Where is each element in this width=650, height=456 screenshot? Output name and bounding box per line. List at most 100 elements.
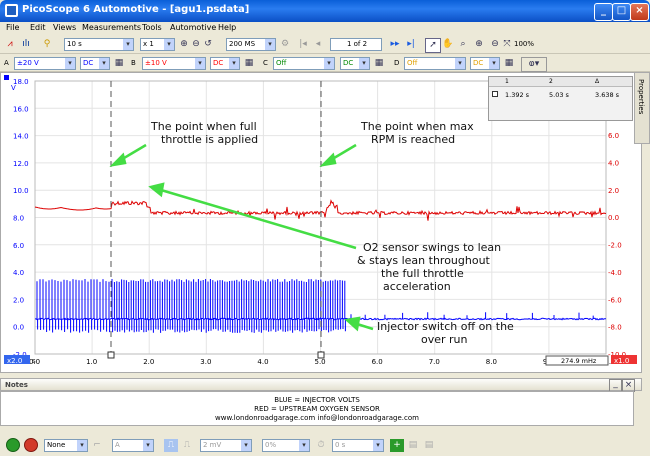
- properties-tab-label: Properties: [637, 79, 645, 115]
- annotation-injector-1: Injector switch off on the: [377, 320, 514, 333]
- menu-edit[interactable]: Edit: [30, 23, 46, 32]
- rulers-header-1: 1: [505, 78, 509, 85]
- channel-a-range[interactable]: ±20 V: [14, 57, 76, 70]
- channel-c-options-icon[interactable]: ▦: [374, 58, 384, 68]
- right-scale-text: x1.0: [614, 357, 629, 365]
- rulers-header-2: 2: [549, 78, 553, 85]
- channel-d-options-icon[interactable]: ▦: [504, 58, 514, 68]
- add-measurement-icon[interactable]: +: [390, 439, 404, 452]
- channel-a-coupling[interactable]: DC: [80, 57, 110, 70]
- resolution-icon[interactable]: ⚙: [280, 39, 290, 49]
- next-buffer-icon[interactable]: ▸▸: [390, 39, 400, 49]
- ruler-delta-value: 3.638 s: [595, 91, 620, 99]
- falling-edge-icon[interactable]: ⎍: [183, 440, 191, 450]
- right-tick-label: 0.0: [608, 214, 619, 222]
- buffer-field[interactable]: 1 of 2: [330, 38, 382, 51]
- last-buffer-icon[interactable]: ▸|: [407, 39, 415, 49]
- menu-file[interactable]: File: [6, 23, 20, 32]
- channel-b-range[interactable]: ±10 V: [142, 57, 206, 70]
- zoom-out-icon[interactable]: ⊖: [491, 39, 499, 49]
- start-icon[interactable]: [6, 438, 20, 452]
- channel-toolbar: A ±20 V DC ▦ B ±10 V DC ▦ C Off DC ▦ D O…: [0, 55, 650, 72]
- samples-select[interactable]: 200 MS: [226, 38, 276, 51]
- left-tick-label: 6.0: [13, 242, 24, 250]
- rising-edge-icon[interactable]: ⎍: [164, 439, 178, 452]
- left-tick-label: 4.0: [13, 269, 24, 277]
- first-buffer-icon[interactable]: |◂: [299, 39, 307, 49]
- delay-icon[interactable]: ⏱: [317, 440, 325, 450]
- zoom-in-time-icon[interactable]: ⊕: [180, 39, 188, 49]
- x-tick-label: 3.0: [200, 358, 211, 366]
- close-button[interactable]: ×: [630, 3, 649, 21]
- minimize-button[interactable]: _: [594, 3, 613, 21]
- annotation-max-rpm-2: RPM is reached: [371, 133, 455, 146]
- window-title: PicoScope 6 Automotive - [agu1.psdata]: [22, 4, 250, 15]
- properties-tab[interactable]: Properties: [634, 72, 650, 144]
- math-channels-icon[interactable]: ⱷ▾: [521, 57, 547, 72]
- prev-buffer-icon[interactable]: ◂: [315, 39, 321, 49]
- left-axis-unit: V: [11, 84, 16, 92]
- zoom-in-icon[interactable]: ⊕: [475, 39, 483, 49]
- channel-a-options-icon[interactable]: ▦: [114, 58, 124, 68]
- probe-icon[interactable]: ⚲: [43, 39, 51, 49]
- left-scale-badge: [4, 355, 30, 364]
- delay-field[interactable]: 0 s: [332, 439, 384, 452]
- channel-b-label: B: [131, 59, 136, 67]
- menu-bar: File Edit Views Measurements Tools Autom…: [0, 22, 650, 36]
- right-tick-label: -8.0: [608, 324, 622, 332]
- remove-measurement-icon[interactable]: ▤: [424, 440, 434, 450]
- annotation-o2-4: acceleration: [383, 280, 451, 293]
- edit-measurement-icon[interactable]: ▤: [408, 440, 418, 450]
- x-tick-label: 7.0: [429, 358, 440, 366]
- channel-d-range[interactable]: Off: [404, 57, 466, 70]
- reset-time-icon[interactable]: ↺: [204, 39, 212, 49]
- rulers-row-checkbox[interactable]: [492, 91, 498, 97]
- ruler-2-handle: [317, 351, 325, 359]
- menu-tools[interactable]: Tools: [142, 23, 162, 32]
- stop-icon[interactable]: [24, 438, 38, 452]
- x-tick-label: 5.0: [315, 358, 326, 366]
- trigger-level-field[interactable]: 2 mV: [200, 439, 252, 452]
- pretrigger-field[interactable]: 0%: [262, 439, 310, 452]
- multiplier-select[interactable]: x 1: [140, 38, 175, 51]
- zoom-out-time-icon[interactable]: ⊖: [192, 39, 200, 49]
- notes-header: Notes _ ×: [0, 378, 642, 392]
- timebase-select[interactable]: 10 s: [64, 38, 134, 51]
- ruler-1-handle: [107, 351, 115, 359]
- annotation-o2-1: O2 sensor swings to lean: [363, 241, 501, 254]
- notes-title: Notes: [5, 381, 28, 389]
- channel-a-marker: [4, 75, 9, 80]
- maximize-button[interactable]: □: [612, 3, 631, 21]
- menu-automotive[interactable]: Automotive: [170, 23, 217, 32]
- zoom-fit-icon[interactable]: ⤧: [503, 39, 511, 49]
- x-tick-label: 4.0: [257, 358, 268, 366]
- spectrum-mode-icon[interactable]: ılı: [22, 39, 30, 49]
- zoom-area-icon[interactable]: ⌕: [460, 39, 466, 49]
- menu-views[interactable]: Views: [53, 23, 77, 32]
- menu-measurements[interactable]: Measurements: [82, 23, 142, 32]
- left-tick-label: 16.0: [13, 105, 29, 113]
- trigger-mode-select[interactable]: None: [44, 439, 88, 452]
- app-icon: [5, 4, 18, 17]
- channel-c-coupling[interactable]: DC: [340, 57, 370, 70]
- scope-view[interactable]: 18.016.014.012.010.08.06.04.02.00.0-2.0 …: [0, 72, 642, 373]
- scope-mode-icon[interactable]: ⩘: [7, 39, 13, 49]
- title-bar: PicoScope 6 Automotive - [agu1.psdata] _…: [0, 0, 650, 22]
- notes-line-1: BLUE = INJECTOR VOLTS: [274, 396, 360, 404]
- trigger-channel-select[interactable]: A: [112, 439, 154, 452]
- channel-d-coupling[interactable]: DC: [470, 57, 500, 70]
- scope-graph[interactable]: 18.016.014.012.010.08.06.04.02.00.0-2.0 …: [1, 73, 641, 372]
- menu-help[interactable]: Help: [218, 23, 237, 32]
- trigger-advanced-icon[interactable]: ⌐: [93, 440, 101, 450]
- channel-c-range[interactable]: Off: [273, 57, 335, 70]
- hand-icon[interactable]: ✋: [442, 39, 454, 49]
- frequency-readout-box: [545, 355, 609, 366]
- channel-b-coupling[interactable]: DC: [210, 57, 240, 70]
- pointer-icon[interactable]: ➚: [425, 38, 441, 53]
- annotation-injector-2: over run: [421, 333, 468, 346]
- channel-b-options-icon[interactable]: ▦: [244, 58, 254, 68]
- right-scale-badge: [611, 355, 637, 364]
- notes-panel[interactable]: BLUE = INJECTOR VOLTS RED = UPSTREAM OXY…: [0, 391, 634, 426]
- x-tick-label: 2.0: [143, 358, 154, 366]
- right-tick-label: 6.0: [608, 132, 619, 140]
